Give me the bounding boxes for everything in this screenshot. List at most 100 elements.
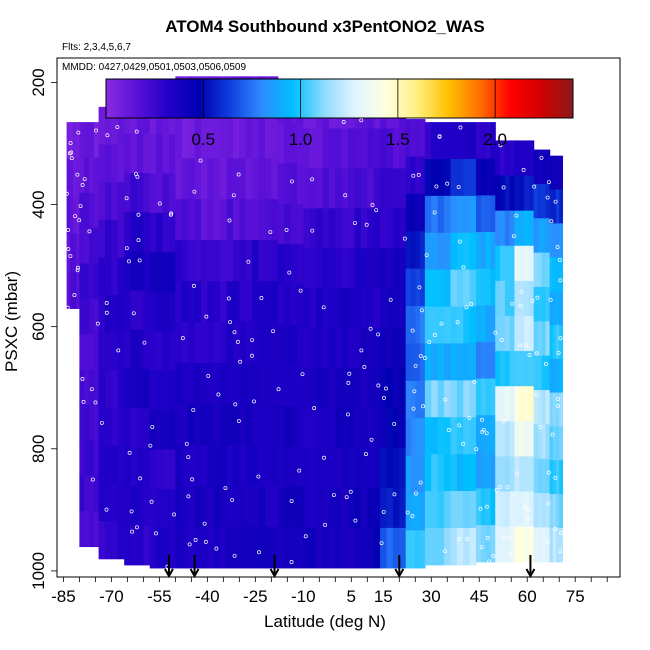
heatmap-cell [541, 493, 547, 528]
heatmap-cell [239, 404, 247, 446]
heatmap-cell [149, 212, 157, 253]
sample-point [392, 492, 397, 497]
sample-point [138, 476, 143, 481]
heatmap-cell [386, 128, 394, 170]
heatmap-cell [537, 252, 543, 288]
heatmap-cell [303, 328, 311, 369]
heatmap-cell [130, 133, 138, 174]
heatmap-cell [130, 408, 138, 448]
heatmap-cell [504, 526, 511, 563]
heatmap-cell [509, 315, 516, 352]
heatmap-cell [431, 343, 439, 381]
heatmap-cell [490, 232, 496, 270]
sample-point [505, 485, 510, 490]
sample-point [76, 265, 80, 270]
heatmap-cell [469, 380, 477, 418]
sample-point [289, 499, 294, 503]
heatmap-cell [220, 485, 228, 528]
sample-point [510, 301, 515, 306]
heatmap-cell [354, 408, 362, 449]
heatmap-cell [264, 117, 272, 159]
heatmap-cell [93, 298, 100, 335]
heatmap-cell [410, 455, 416, 494]
heatmap-cell [264, 404, 272, 446]
heatmap-cell [277, 284, 285, 326]
heatmap-cell [194, 281, 202, 323]
heatmap-cell [69, 196, 74, 235]
heatmap-cell [76, 122, 80, 160]
sample-point [203, 539, 208, 544]
heatmap-cell [463, 343, 471, 381]
heatmap-cell [469, 306, 477, 345]
sample-point [557, 257, 562, 262]
flights-note: Flts: 2,3,4,5,6,7 [62, 42, 131, 53]
heatmap-cell [348, 448, 356, 489]
heatmap-cell [226, 281, 234, 323]
sample-point [303, 534, 308, 539]
heatmap-cell [124, 368, 132, 409]
y-tick-label: 1000 [29, 552, 48, 590]
heatmap-cell [175, 199, 183, 241]
heatmap-cell [181, 485, 189, 528]
heatmap-cell [213, 526, 221, 569]
sample-point [231, 193, 236, 198]
sample-point [149, 499, 154, 504]
sample-point [186, 455, 191, 459]
heatmap-cell [373, 448, 381, 489]
heatmap-cell [549, 392, 554, 427]
heatmap-cell [98, 182, 106, 221]
sample-point [514, 213, 519, 218]
heatmap-cell [559, 189, 564, 224]
heatmap-cell [373, 248, 381, 289]
x-tick-label: -85 [51, 587, 76, 606]
heatmap-cell [149, 410, 157, 451]
sample-point [382, 395, 386, 400]
heatmap-cell [200, 199, 208, 241]
heatmap-cell [549, 223, 554, 258]
heatmap-cell [156, 252, 164, 293]
heatmap-cell [348, 208, 356, 249]
heatmap-cell [149, 488, 157, 530]
heatmap-cell [444, 122, 452, 160]
heatmap-cell [181, 240, 189, 282]
heatmap-cell [354, 328, 362, 369]
heatmap-cell [504, 210, 511, 247]
heatmap-cell [380, 248, 388, 289]
heatmap-cell [245, 281, 253, 323]
heatmap-cell [537, 424, 543, 460]
heatmap-cell [405, 193, 412, 232]
heatmap-cell [410, 268, 416, 307]
heatmap-cell [476, 268, 482, 306]
heatmap-cell [309, 368, 317, 409]
heatmap-cell [194, 485, 202, 528]
heatmap-cell [386, 208, 394, 249]
heatmap-cell [252, 363, 260, 405]
heatmap-cell [252, 322, 260, 364]
x-tick-label: -70 [99, 587, 124, 606]
heatmap-cell [168, 134, 176, 175]
heatmap-cell [258, 158, 266, 200]
sample-point [136, 212, 141, 217]
heatmap-cell [431, 122, 439, 160]
heatmap-cell [220, 444, 228, 487]
sample-point [469, 302, 474, 306]
heatmap-cell [328, 408, 336, 449]
heatmap-cell [541, 458, 547, 494]
sample-point [133, 171, 138, 176]
heatmap-cell [316, 328, 324, 369]
heatmap-cell [290, 122, 298, 164]
heatmap-cell [316, 527, 324, 569]
heatmap-cell [545, 424, 551, 460]
heatmap-cell [405, 455, 412, 494]
heatmap-cell [495, 386, 501, 422]
heatmap-cell [405, 231, 412, 270]
heatmap-cell [79, 228, 85, 265]
heatmap-cell [277, 325, 285, 367]
heatmap-cell [524, 386, 530, 422]
sample-point [90, 477, 95, 482]
heatmap-cell [399, 328, 407, 369]
heatmap-cell [373, 368, 381, 409]
heatmap-cell [533, 390, 539, 425]
heatmap-cell [509, 386, 516, 422]
heatmap-cell [290, 365, 298, 407]
